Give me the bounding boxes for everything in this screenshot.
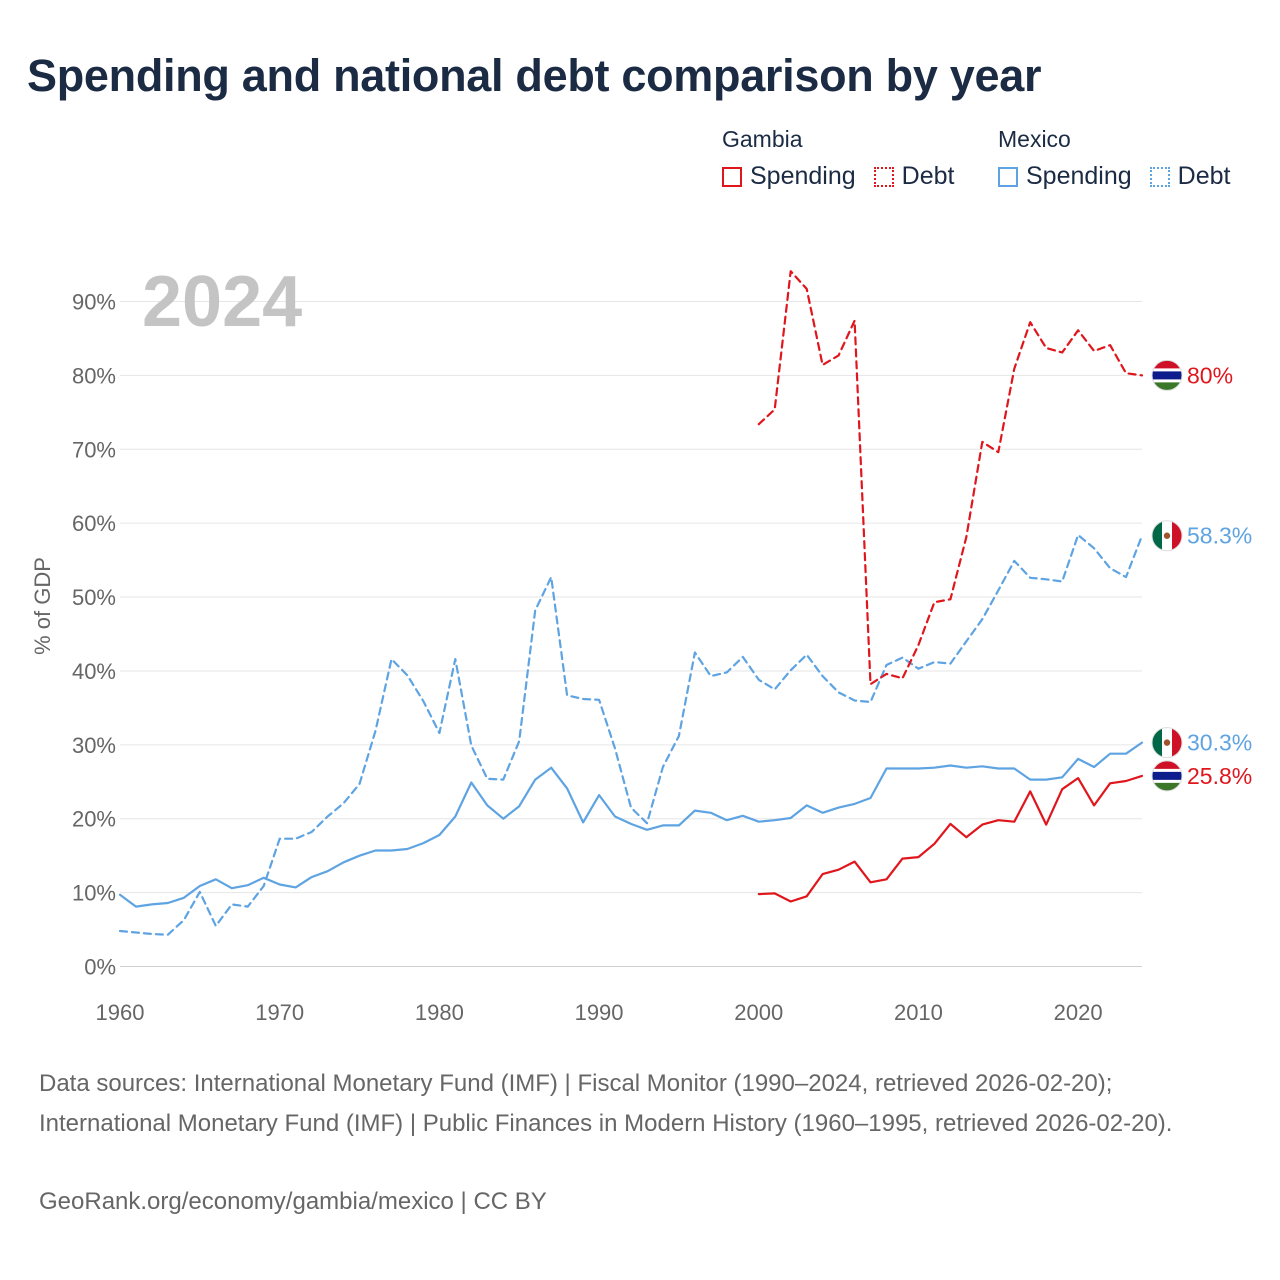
legend-label: Spending [750, 162, 856, 190]
y-tick-label: 50% [72, 585, 116, 610]
gambia-flag-icon [1151, 760, 1183, 792]
x-tick-label: 2000 [734, 1000, 783, 1025]
mexico-flag-icon [1151, 520, 1183, 552]
series [118, 270, 1144, 936]
legend-label: Debt [901, 162, 955, 190]
legend-group-title: Mexico [998, 126, 1071, 152]
credit-link[interactable]: GeoRank.org/economy/gambia/mexico | CC B… [39, 1188, 547, 1215]
y-tick-label: 80% [72, 363, 116, 388]
legend-label: Debt [1177, 162, 1231, 190]
legend-label: Spending [1026, 162, 1132, 190]
y-axis-title: % of GDP [30, 557, 55, 655]
end-labels: 30.3% 58.3% 25.8% 80% [1151, 359, 1252, 792]
grid-lines [120, 301, 1142, 967]
x-tick-label: 2010 [894, 1000, 943, 1025]
gambia-flag-icon [1151, 359, 1183, 391]
legend-group-title: Gambia [722, 126, 803, 152]
series-line-gambia-debt[interactable] [757, 270, 1144, 686]
legend-item-mexico-debt[interactable]: Debt [1149, 162, 1231, 191]
y-tick-label: 0% [84, 955, 116, 980]
y-tick-label: 10% [72, 881, 116, 906]
year-watermark: 2024 [142, 262, 302, 342]
y-tick-label: 90% [72, 290, 116, 315]
y-tick-label: 20% [72, 807, 116, 832]
y-tick-label: 70% [72, 437, 116, 462]
legend-swatch-dotted-icon [873, 166, 894, 187]
chart-title: Spending and national debt comparison by… [27, 50, 1042, 101]
series-line-mexico-spending[interactable] [118, 741, 1144, 908]
legend-swatch-solid-icon [722, 166, 742, 187]
legend-group-mexico: Mexico Spending Debt [998, 122, 1230, 191]
end-value-label: 30.3% [1187, 730, 1252, 756]
legend-swatch-dotted-icon [1149, 166, 1170, 187]
legend-group-gambia: Gambia Spending Debt [722, 122, 954, 191]
axes: 0% 10% 20% 30% 40% 50% 60% 70% 80% 90% 1960 1970 198… [72, 290, 1103, 1026]
end-value-label: 25.8% [1187, 763, 1252, 789]
legend-item-gambia-spending[interactable]: Spending [722, 162, 856, 191]
x-tick-label: 1960 [96, 1000, 145, 1025]
y-tick-label: 40% [72, 659, 116, 684]
x-tick-label: 2020 [1054, 1000, 1103, 1025]
x-tick-label: 1990 [575, 1000, 624, 1025]
data-sources: Data sources: International Monetary Fun… [39, 1070, 1173, 1137]
series-line-gambia-spending[interactable] [757, 774, 1144, 903]
x-tick-label: 1970 [255, 1000, 304, 1025]
end-value-label: 58.3% [1187, 523, 1252, 549]
series-line-mexico-debt[interactable] [118, 533, 1144, 936]
legend-item-gambia-debt[interactable]: Debt [873, 162, 955, 191]
x-tick-label: 1980 [415, 1000, 464, 1025]
legend-item-mexico-spending[interactable]: Spending [998, 162, 1132, 191]
line-chart: 2024 0% 10% 20% 30% 40% 50% 60% 70% 80% 90% 1960 19… [30, 262, 1252, 1026]
mexico-flag-icon [1151, 727, 1183, 759]
legend-swatch-solid-icon [998, 166, 1018, 187]
y-tick-label: 60% [72, 511, 116, 536]
y-tick-label: 30% [72, 733, 116, 758]
end-value-label: 80% [1187, 362, 1233, 388]
